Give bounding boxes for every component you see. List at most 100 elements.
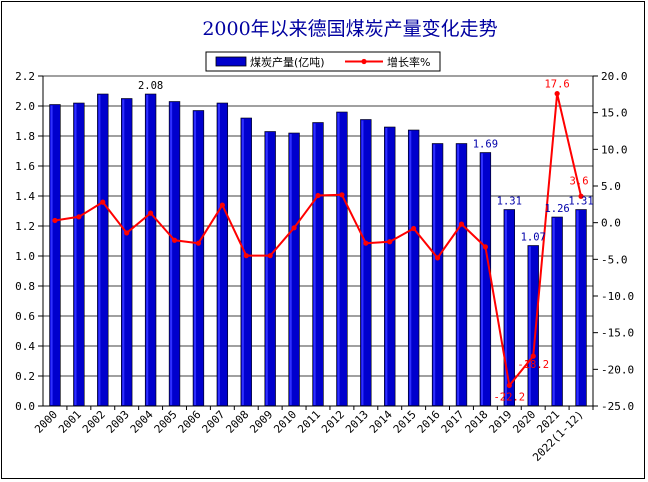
y-left-tick-label: 0.4 — [15, 340, 35, 353]
bar-value-label: 1.69 — [473, 139, 498, 151]
y-left-tick-label: 2.2 — [15, 70, 35, 83]
x-tick-label: 2014 — [367, 408, 395, 436]
legend-line-label: 增长率% — [387, 55, 430, 69]
line-point — [267, 253, 273, 259]
line-value-label: -22.2 — [493, 391, 525, 403]
bar-highlight — [265, 132, 268, 405]
line-point — [578, 193, 584, 199]
line-point — [434, 255, 441, 261]
line-point — [291, 225, 297, 231]
line-point — [315, 192, 321, 199]
y-right-tick-label: -5.0 — [601, 253, 628, 266]
y-left-tick-label: 1.8 — [15, 130, 35, 143]
line-series — [52, 91, 584, 389]
line-point — [363, 240, 369, 246]
line-point — [530, 353, 536, 359]
y-right-tick-label: 10.0 — [601, 143, 628, 156]
line-point — [124, 230, 130, 236]
legend-bar-label: 煤炭产量(亿吨) — [250, 55, 325, 69]
y-right-tick-label: 20.0 — [601, 70, 628, 83]
bar-highlight — [50, 105, 53, 405]
bar-highlight — [528, 246, 531, 405]
x-tick-label: 2009 — [247, 408, 275, 436]
line-point — [76, 214, 82, 220]
line-point — [554, 91, 560, 97]
bar-highlight — [385, 128, 388, 405]
y-right-tick-label: -20.0 — [601, 363, 634, 376]
y-left-tick-label: 1.0 — [15, 250, 35, 263]
bar-value-label: 1.31 — [568, 196, 593, 208]
x-tick-label: 2007 — [200, 408, 228, 436]
bar-highlight — [433, 144, 436, 405]
x-tick-label: 2011 — [295, 408, 323, 436]
x-tick-label: 2020 — [510, 408, 538, 436]
line-point — [52, 217, 58, 224]
line-point — [458, 221, 465, 227]
legend-line-marker — [361, 58, 367, 65]
x-tick-label: 2004 — [128, 408, 156, 436]
line-point — [482, 244, 488, 250]
y-left-tick-label: 2.0 — [15, 100, 35, 113]
legend-box — [205, 51, 441, 72]
bar-highlight — [481, 153, 484, 405]
x-tick-label: 2016 — [415, 408, 443, 436]
x-tick-label: 2006 — [176, 408, 204, 436]
line-point — [243, 253, 249, 259]
bar-highlight — [576, 210, 579, 405]
x-tick-label: 2005 — [152, 408, 180, 436]
line-point — [339, 192, 345, 198]
y-left-tick-label: 1.6 — [15, 160, 35, 173]
bar-highlight — [170, 102, 173, 405]
bar-highlight — [337, 113, 340, 405]
bar-highlight — [241, 119, 244, 405]
x-tick-label: 2008 — [223, 408, 251, 436]
bar-highlight — [457, 144, 460, 405]
line-point — [100, 199, 106, 205]
bar-highlight — [194, 111, 197, 405]
bar-highlight — [217, 104, 220, 405]
y-right-tick-label: 0.0 — [601, 217, 621, 230]
bar-highlight — [409, 131, 412, 405]
y-left-tick-label: 0.8 — [15, 280, 35, 293]
x-tick-label: 2015 — [391, 408, 419, 436]
bar-highlight — [552, 218, 555, 405]
y-left-tick-label: 0.6 — [15, 310, 35, 323]
y-left-tick-label: 1.4 — [15, 190, 35, 203]
line-point — [219, 202, 225, 208]
y-right-tick-label: -15.0 — [601, 327, 634, 340]
x-tick-label: 2000 — [32, 408, 60, 436]
x-tick-label: 2018 — [463, 408, 491, 436]
x-tick-label: 2017 — [439, 408, 467, 436]
y-right-tick-label: 5.0 — [601, 180, 621, 193]
bar-highlight — [504, 210, 507, 405]
bar-value-label: 1.07 — [521, 232, 546, 244]
x-tick-label: 2001 — [56, 408, 84, 436]
y-left-tick-label: 0.2 — [15, 370, 35, 383]
y-right-tick-label: -10.0 — [601, 290, 634, 303]
chart-title: 2000年以来德国煤炭产量变化走势 — [202, 18, 497, 40]
y-left-tick-label: 1.2 — [15, 220, 35, 233]
bar-highlight — [74, 104, 77, 405]
line-value-label: 3.6 — [570, 175, 589, 187]
bar-value-label: 1.31 — [497, 196, 522, 208]
line-point — [387, 239, 393, 245]
bar-highlight — [146, 95, 149, 405]
legend: 煤炭产量(亿吨) 增长率% — [205, 51, 441, 72]
y-right-tick-label: -25.0 — [601, 400, 634, 413]
bar-value-label: 2.08 — [138, 80, 163, 92]
x-tick-label: 2002 — [80, 408, 108, 436]
y-left-tick-label: 0.0 — [15, 400, 35, 413]
x-tick-label: 2003 — [104, 408, 132, 436]
line-point — [506, 382, 512, 389]
line-point — [195, 240, 202, 246]
line-value-label: 17.6 — [544, 79, 569, 91]
y-right-tick-label: 15.0 — [601, 107, 628, 120]
line-point — [171, 237, 178, 243]
data-labels: 2.081.691.311.071.261.31-22.2-18.217.63.… — [138, 79, 594, 404]
bar-highlight — [98, 95, 101, 405]
x-tick-label: 2013 — [343, 408, 371, 436]
bar-series — [49, 93, 587, 407]
x-tick-label: 2019 — [486, 408, 514, 436]
line-value-label: -18.2 — [517, 359, 549, 371]
